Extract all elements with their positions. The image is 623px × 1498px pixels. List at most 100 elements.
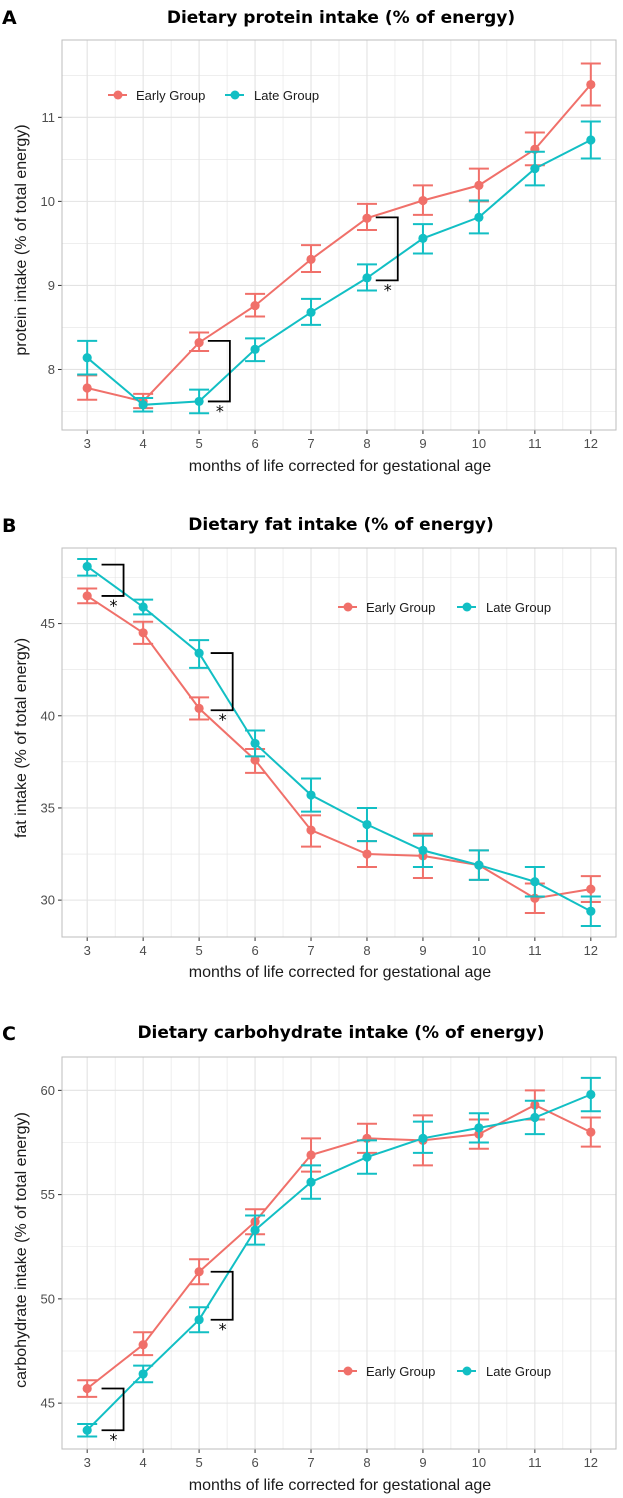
x-tick-label: 10 <box>472 436 486 451</box>
data-point-late <box>306 1177 316 1187</box>
significance-star: * <box>216 401 224 420</box>
data-point-late <box>530 877 540 887</box>
panel-a-letter: A <box>2 7 17 29</box>
series-line-late <box>86 1093 592 1431</box>
panel-b-title: Dietary fat intake (% of energy) <box>188 515 493 535</box>
data-point-late <box>362 1152 372 1162</box>
x-tick-label: 4 <box>140 436 147 451</box>
panel-c-y-axis-label: carbohydrate intake (% of total energy) <box>13 1112 30 1388</box>
x-tick-label: 6 <box>251 943 258 958</box>
legend-late-label: Late Group <box>486 600 551 615</box>
data-point-early <box>194 1267 204 1277</box>
legend-early-marker-icon <box>343 602 353 612</box>
data-point-early <box>194 703 204 713</box>
data-point-late <box>306 790 316 800</box>
data-point-late <box>530 1112 540 1123</box>
x-tick-label: 3 <box>84 1455 91 1470</box>
x-tick-label: 12 <box>584 1455 598 1470</box>
data-point-early <box>418 195 428 206</box>
y-tick-label: 30 <box>41 893 55 908</box>
data-point-late <box>194 648 204 658</box>
significance-bracket <box>101 563 125 597</box>
panel-a-x-axis-label: months of life corrected for gestational… <box>189 458 491 475</box>
x-tick-label: 6 <box>251 436 258 451</box>
legend-late-label: Late Group <box>486 1364 551 1379</box>
data-point-late <box>138 400 148 410</box>
plot-frame <box>61 39 617 431</box>
x-tick-label: 11 <box>528 436 542 451</box>
significance-star: * <box>110 596 118 615</box>
data-point-late <box>362 819 372 830</box>
x-tick-label: 7 <box>307 1455 314 1470</box>
x-tick-label: 8 <box>363 943 370 958</box>
data-point-late <box>82 1425 92 1435</box>
data-point-early <box>586 79 596 90</box>
panel-c-legend: Early Group Late Group <box>338 1364 551 1379</box>
legend-late-marker-icon <box>462 602 472 612</box>
data-point-late <box>586 135 596 145</box>
data-point-late <box>474 860 484 870</box>
data-point-early <box>362 849 372 859</box>
data-point-late <box>194 1315 204 1325</box>
data-point-late <box>250 1225 260 1235</box>
series-line-early <box>86 83 592 403</box>
x-tick-label: 5 <box>195 1455 202 1470</box>
x-tick-label: 12 <box>584 943 598 958</box>
significance-bracket <box>207 340 231 403</box>
data-point-late <box>306 307 316 317</box>
x-tick-label: 10 <box>472 1455 486 1470</box>
panel-b-letter: B <box>2 515 16 537</box>
data-point-early <box>306 254 316 264</box>
x-tick-label: 10 <box>472 943 486 958</box>
y-tick-label: 60 <box>41 1083 55 1098</box>
plot-frame <box>61 547 617 938</box>
data-point-late <box>474 1123 484 1133</box>
data-point-early <box>138 1340 148 1350</box>
panel-b-x-axis-label: months of life corrected for gestational… <box>189 964 491 981</box>
significance-star: * <box>219 710 227 729</box>
data-point-early <box>82 591 92 601</box>
data-point-early <box>138 628 148 638</box>
panel-a: A Dietary protein intake (% of energy) 8… <box>2 7 617 475</box>
y-tick-label: 45 <box>41 616 55 631</box>
x-tick-label: 11 <box>528 943 542 958</box>
x-tick-label: 7 <box>307 436 314 451</box>
plot-frame <box>61 1056 617 1450</box>
legend-late-label: Late Group <box>254 88 319 103</box>
x-tick-label: 7 <box>307 943 314 958</box>
data-point-late <box>418 845 428 855</box>
panel-b: B Dietary fat intake (% of energy) 30354… <box>2 515 617 981</box>
x-tick-label: 12 <box>584 436 598 451</box>
data-point-late <box>530 163 540 174</box>
x-tick-label: 3 <box>84 943 91 958</box>
data-point-late <box>586 906 596 916</box>
x-tick-label: 4 <box>140 943 147 958</box>
y-tick-label: 9 <box>48 278 55 293</box>
data-point-late <box>250 344 260 354</box>
data-point-early <box>82 383 92 393</box>
data-point-early <box>306 825 316 835</box>
data-point-late <box>474 212 484 222</box>
x-tick-label: 6 <box>251 1455 258 1470</box>
significance-star: * <box>110 1430 118 1449</box>
y-tick-label: 8 <box>48 362 55 377</box>
legend-early-label: Early Group <box>366 600 435 615</box>
y-tick-label: 50 <box>41 1291 55 1306</box>
x-tick-label: 11 <box>528 1455 542 1470</box>
data-point-early <box>306 1150 316 1160</box>
panel-c-letter: C <box>2 1023 16 1045</box>
significance-bracket <box>375 216 399 282</box>
data-point-late <box>138 1369 148 1379</box>
data-point-early <box>194 337 204 348</box>
legend-early-marker-icon <box>113 90 123 100</box>
series-line-early <box>86 595 591 900</box>
x-tick-label: 9 <box>419 436 426 451</box>
x-tick-label: 3 <box>84 436 91 451</box>
x-tick-label: 4 <box>140 1455 147 1470</box>
data-point-early <box>474 180 484 191</box>
data-point-late <box>82 561 92 572</box>
data-point-early <box>362 213 372 223</box>
